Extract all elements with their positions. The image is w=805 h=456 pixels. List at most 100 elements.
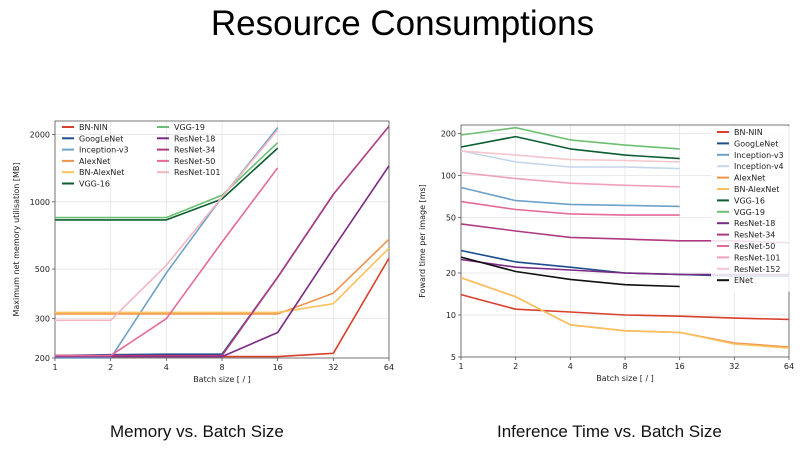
y-axis-ticks: 200 300 500 1000 2000 [30,131,55,363]
legend-background [711,126,793,292]
y-tick-label: 300 [35,315,50,324]
y-tick-label: 1000 [30,198,50,207]
series-line-alexnet [55,238,390,315]
y-tick-label: 500 [35,265,50,274]
legend-label: ResNet-152 [734,265,781,274]
legend-item-enet: ENet [717,276,753,285]
x-tick-label: 4 [164,363,169,372]
legend-item-resnet-101: ResNet-101 [157,168,221,177]
legend-label: Inception-v4 [734,162,784,171]
legend-item-resnet-152: ResNet-152 [717,265,781,274]
legend-item-resnet-18: ResNet-18 [157,134,215,143]
x-tick-label: 4 [568,362,573,371]
legend-label: ENet [734,276,753,285]
x-tick-label: 32 [729,362,739,371]
legend-item-resnet-50: ResNet-50 [717,242,775,251]
legend-item-bn-nin: BN-NIN [717,128,763,137]
legend-label: BN-NIN [734,128,763,137]
memory-chart: 1 2 4 8 16 32 64 200 300 500 1000 2000 Batch size [ … [12,120,394,384]
legend-label: Inception-v3 [734,151,784,160]
y-tick-label: 200 [441,129,456,138]
x-tick-label: 64 [384,363,394,372]
legend-item-vgg-19: VGG-19 [717,208,765,217]
legend-item-inception-v4: Inception-v4 [717,162,784,171]
legend-label: GoogLeNet [734,139,778,148]
legend-label: BN-AlexNet [79,168,124,177]
x-axis-label: Batch size [ / ] [193,375,251,384]
series-line-inception-v4 [460,150,680,170]
series-line-vgg-16 [460,135,680,160]
series-line-resnet-18 [55,165,390,358]
x-axis-label: Batch size [ / ] [596,374,654,383]
legend-label: BN-AlexNet [734,185,779,194]
legend-item-resnet-34: ResNet-34 [717,231,775,240]
x-tick-label: 64 [784,362,794,371]
series-line-bn-alexnet [55,247,390,314]
series-group [54,125,390,359]
y-tick-label: 2000 [30,131,50,140]
legend-label: VGG-19 [174,123,205,132]
legend-item-bn-nin: BN-NIN [62,123,108,132]
legend-label: ResNet-34 [174,146,215,155]
y-tick-label: 5 [451,353,456,362]
slide-title: Resource Consumptions [210,4,595,43]
legend-label: VGG-16 [79,180,110,189]
legend-item-resnet-101: ResNet-101 [717,253,781,262]
legend-item-resnet-34: ResNet-34 [157,146,215,155]
series-line-resnet-101 [55,129,279,322]
series-line-resnet-50 [460,200,680,216]
x-tick-label: 1 [458,362,463,371]
x-tick-label: 16 [675,362,685,371]
y-tick-label: 100 [441,171,456,180]
legend-item-resnet-18: ResNet-18 [717,219,775,228]
legend-item-bn-alexnet: BN-AlexNet [717,185,779,194]
legend-item-vgg-16: VGG-16 [62,180,110,189]
y-tick-label: 10 [446,311,456,320]
series-line-bn-alexnet [460,276,790,349]
legend-item-googlenet: GoogLeNet [62,134,123,143]
legend-label: GoogLeNet [79,134,123,143]
x-axis-ticks: 1 2 4 8 16 32 64 [52,358,394,372]
legend-item-alexnet: AlexNet [62,157,110,166]
y-tick-label: 200 [35,354,50,363]
legend-label: ResNet-50 [174,157,215,166]
legend-label: BN-NIN [79,123,108,132]
series-line-resnet-50 [55,167,279,357]
series-line-vgg-19 [460,126,680,150]
series-line-vgg-19 [55,142,279,219]
legend-label: AlexNet [79,157,110,166]
series-line-googlenet [54,193,334,357]
series-line-resnet-152 [460,150,680,163]
legend-label: ResNet-101 [174,168,221,177]
legend-item-vgg-16: VGG-16 [717,196,765,205]
legend-label: Inception-v3 [79,146,129,155]
legend: BN-NIN GoogLeNet Inception-v3 Inception-v4 A… [711,126,793,292]
legend: BN-NIN GoogLeNet Inception-v3 AlexNet BN-Ale… [62,123,221,189]
y-tick-label: 50 [446,213,456,222]
x-tick-label: 16 [273,363,283,372]
y-axis-label: Maximum net memory utilisation [MB] [12,162,21,316]
legend-label: ResNet-50 [734,242,775,251]
legend-label: ResNet-18 [174,134,215,143]
x-tick-label: 8 [219,363,224,372]
y-axis-ticks: 5 10 20 50 100 200 [441,129,461,362]
legend-item-vgg-19: VGG-19 [157,123,205,132]
legend-label: VGG-19 [734,208,765,217]
legend-item-bn-alexnet: BN-AlexNet [62,168,124,177]
legend-item-resnet-50: ResNet-50 [157,157,215,166]
x-axis-ticks: 1 2 4 8 16 32 64 [458,357,794,371]
x-tick-label: 32 [328,363,338,372]
legend-label: ResNet-18 [734,219,775,228]
inference-time-chart: 1 2 4 8 16 32 64 5 10 20 50 100 200 Batch size [ / ] F… [418,124,794,383]
legend-label: AlexNet [734,174,765,183]
legend-label: ResNet-34 [734,231,775,240]
x-tick-label: 8 [622,362,627,371]
series-line-enet [460,256,680,288]
legend-item-googlenet: GoogLeNet [717,139,778,148]
series-line-vgg-16 [55,147,279,221]
series-line-bn-nin [460,293,790,321]
series-line-resnet-101 [460,171,680,188]
y-tick-label: 20 [446,269,456,278]
y-axis-label: Foward time per image [ms] [418,184,427,298]
inference-chart-caption: Inference Time vs. Batch Size [497,422,722,441]
